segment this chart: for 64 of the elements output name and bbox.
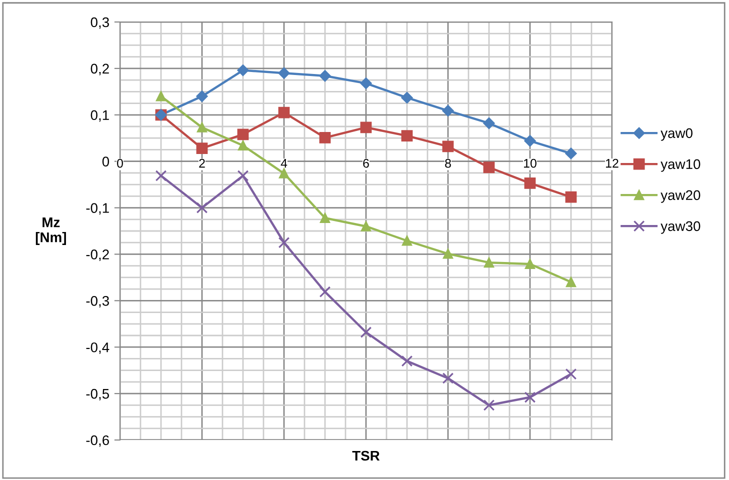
point [483,399,495,411]
point [320,212,330,223]
point [237,128,249,140]
point [483,162,495,174]
x-tick-label: 6 [363,158,369,168]
x-tick-label: 10 [524,158,536,168]
point [442,104,454,116]
point [524,135,536,147]
point [278,67,290,79]
point [238,140,248,151]
x-tick-label: 12 [606,158,618,168]
point [442,372,454,384]
y-tick-label: 0,3 [90,17,109,29]
point [524,392,536,403]
point [566,277,576,288]
point [196,142,208,154]
point [237,170,249,182]
point [319,70,331,82]
y-tick-label: -0,4 [86,342,110,354]
point [401,355,413,367]
y-axis-title: Mz [Nm] [36,218,66,245]
point [443,248,453,259]
y-tick-label: -0,2 [86,250,109,262]
point [361,221,371,232]
x-tick-label: 0 [117,158,123,168]
point [360,122,372,134]
point [402,236,412,246]
y-tick-label: -0,5 [86,388,110,400]
x-tick-label: 8 [445,158,451,168]
x-tick-label: 2 [199,158,205,168]
point [196,202,208,214]
point [565,191,577,203]
point [197,122,207,132]
point [155,170,167,182]
point [278,236,290,248]
point [483,118,495,129]
point [237,64,249,76]
y-tick-label: -0,6 [86,435,109,447]
x-axis-title: TSR [352,450,380,461]
point [156,91,166,102]
point [524,177,536,189]
point [360,326,372,338]
point [565,148,577,160]
point [278,106,290,118]
point [319,132,331,144]
point [565,368,577,380]
x-tick-label: 4 [280,159,288,168]
point [279,168,289,178]
point [401,130,413,142]
legend-label: yaw10 [660,159,700,172]
point [484,258,494,268]
point [525,258,535,269]
point [442,140,454,152]
legend-label: yaw20 [660,190,700,203]
legend-label: yaw30 [660,221,700,234]
y-tick-label: 0,2 [90,64,109,76]
y-tick-label: 0,1 [90,110,109,122]
y-tick-label: -0,1 [86,203,109,215]
y-tick-label: -0,3 [86,296,109,308]
point [319,286,331,298]
point [196,90,208,102]
point [360,78,372,90]
legend-label: yaw0 [660,128,692,141]
point [401,92,413,104]
